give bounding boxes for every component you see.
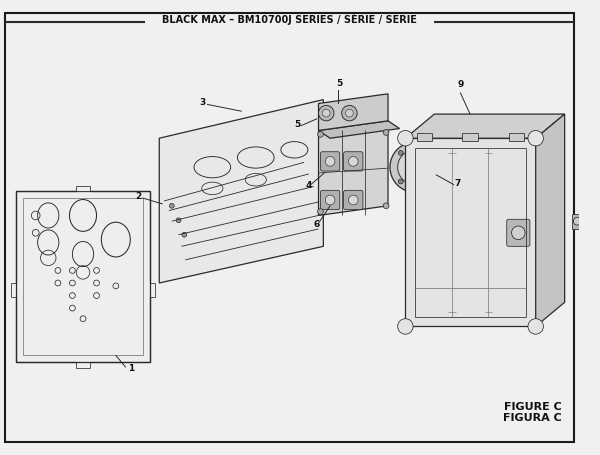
Text: 1: 1 xyxy=(128,364,134,374)
Circle shape xyxy=(349,195,358,205)
Circle shape xyxy=(346,109,353,117)
FancyBboxPatch shape xyxy=(344,190,363,210)
Circle shape xyxy=(317,131,323,137)
Text: FIGURA C: FIGURA C xyxy=(503,413,562,423)
Bar xyxy=(23,198,143,355)
Circle shape xyxy=(317,209,323,214)
Circle shape xyxy=(398,131,413,146)
FancyBboxPatch shape xyxy=(344,152,363,171)
Circle shape xyxy=(390,142,440,192)
Circle shape xyxy=(322,109,330,117)
Circle shape xyxy=(169,203,174,208)
Circle shape xyxy=(427,179,432,184)
Circle shape xyxy=(176,218,181,222)
Text: FIGURE C: FIGURE C xyxy=(504,402,562,411)
Circle shape xyxy=(528,318,544,334)
Circle shape xyxy=(341,106,357,121)
Bar xyxy=(417,133,433,141)
Circle shape xyxy=(398,318,413,334)
Circle shape xyxy=(319,106,334,121)
Circle shape xyxy=(183,258,188,262)
Polygon shape xyxy=(406,138,536,326)
Text: 6: 6 xyxy=(313,220,320,229)
Circle shape xyxy=(349,157,358,166)
Circle shape xyxy=(325,157,335,166)
Text: 4: 4 xyxy=(305,182,312,190)
Circle shape xyxy=(398,179,403,184)
Text: 5: 5 xyxy=(337,79,343,88)
Polygon shape xyxy=(536,114,565,326)
Bar xyxy=(76,186,90,191)
FancyBboxPatch shape xyxy=(507,219,530,246)
Bar xyxy=(16,191,149,362)
Circle shape xyxy=(383,203,389,209)
Polygon shape xyxy=(159,100,323,283)
Circle shape xyxy=(398,150,433,185)
Polygon shape xyxy=(319,121,388,215)
Polygon shape xyxy=(319,94,388,131)
Circle shape xyxy=(427,151,432,155)
Text: BLACK MAX – BM10700J SERIES / SÉRIE / SERIE: BLACK MAX – BM10700J SERIES / SÉRIE / SE… xyxy=(162,13,417,25)
Circle shape xyxy=(325,195,335,205)
Text: 9: 9 xyxy=(457,80,464,89)
Circle shape xyxy=(169,219,174,224)
Circle shape xyxy=(161,198,166,203)
Circle shape xyxy=(574,217,581,225)
Circle shape xyxy=(512,226,525,240)
Circle shape xyxy=(383,130,389,135)
Circle shape xyxy=(176,233,181,237)
Polygon shape xyxy=(319,121,400,138)
Circle shape xyxy=(406,157,425,177)
Circle shape xyxy=(166,208,172,213)
Bar xyxy=(572,213,582,229)
Text: 2: 2 xyxy=(135,192,141,201)
Text: 5: 5 xyxy=(294,120,301,129)
Circle shape xyxy=(528,131,544,146)
Text: 3: 3 xyxy=(200,98,206,107)
Bar xyxy=(463,133,478,141)
Polygon shape xyxy=(406,114,565,138)
Bar xyxy=(509,133,524,141)
Circle shape xyxy=(182,233,187,237)
Circle shape xyxy=(179,244,184,249)
FancyBboxPatch shape xyxy=(320,152,340,171)
Text: 7: 7 xyxy=(454,179,461,188)
FancyBboxPatch shape xyxy=(320,190,340,210)
Circle shape xyxy=(398,151,403,155)
